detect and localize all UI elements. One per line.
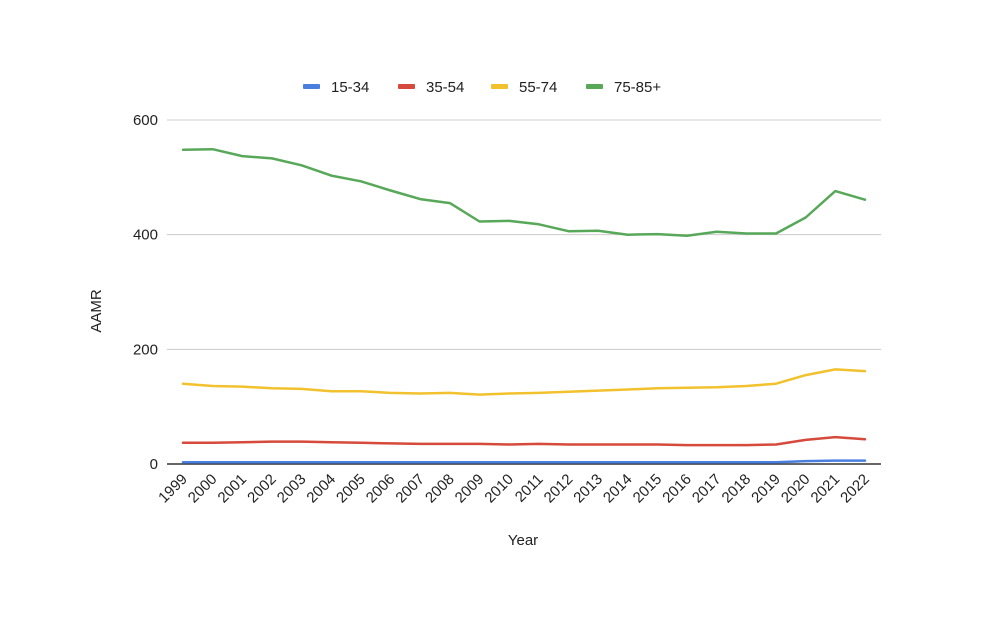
x-tick-label: 2012 xyxy=(541,471,577,507)
legend-label-55-74: 55-74 xyxy=(519,79,557,96)
y-tick-label: 400 xyxy=(133,227,158,244)
legend-swatch-35-54 xyxy=(398,84,415,89)
x-tick-label: 2016 xyxy=(659,471,695,507)
x-tick-label: 2006 xyxy=(363,471,399,507)
series-line-15-34 xyxy=(181,459,867,464)
x-tick-label: 2017 xyxy=(689,471,725,507)
y-axis-title: AAMR xyxy=(88,289,105,333)
x-tick-label: 2013 xyxy=(570,471,606,507)
x-tick-label: 2009 xyxy=(452,471,488,507)
x-tick-label: 2014 xyxy=(600,471,636,507)
legend-swatch-15-34 xyxy=(303,84,320,89)
x-tick-label: 1999 xyxy=(155,471,191,507)
x-tick-label: 2021 xyxy=(808,471,844,507)
x-tick-label: 2005 xyxy=(333,471,369,507)
x-tick-label: 2007 xyxy=(392,471,428,507)
x-tick-label: 2002 xyxy=(244,471,280,507)
y-tick-label: 200 xyxy=(133,341,158,358)
y-tick-label: 600 xyxy=(133,112,158,129)
x-tick-label: 2022 xyxy=(837,471,873,507)
x-tick-label: 2010 xyxy=(481,471,517,507)
legend-label-15-34: 15-34 xyxy=(331,79,369,96)
series-line-55-74 xyxy=(181,368,867,396)
x-tick-label: 2019 xyxy=(748,471,784,507)
x-tick-label: 2020 xyxy=(778,471,814,507)
x-tick-label: 2015 xyxy=(630,471,666,507)
x-tick-label: 2001 xyxy=(215,471,251,507)
axes: 0200400600199920002001200220032004200520… xyxy=(133,112,881,506)
x-tick-label: 2018 xyxy=(719,471,755,507)
series-lines xyxy=(181,147,867,464)
x-tick-label: 2004 xyxy=(303,471,339,507)
x-tick-label: 2008 xyxy=(422,471,458,507)
legend-swatch-55-74 xyxy=(491,84,508,89)
series-line-75-85+ xyxy=(181,147,867,238)
legend-label-75-85+: 75-85+ xyxy=(614,79,661,96)
series-line-35-54 xyxy=(181,435,867,447)
legend-swatch-75-85+ xyxy=(586,84,603,89)
legend-label-35-54: 35-54 xyxy=(426,79,464,96)
x-tick-label: 2011 xyxy=(512,471,547,506)
legend: 15-34 35-54 55-74 75-85+ xyxy=(303,79,661,96)
x-tick-label: 2000 xyxy=(185,471,221,507)
x-axis-title: Year xyxy=(508,532,538,549)
x-tick-label: 2003 xyxy=(274,471,310,507)
y-tick-label: 0 xyxy=(150,456,158,473)
